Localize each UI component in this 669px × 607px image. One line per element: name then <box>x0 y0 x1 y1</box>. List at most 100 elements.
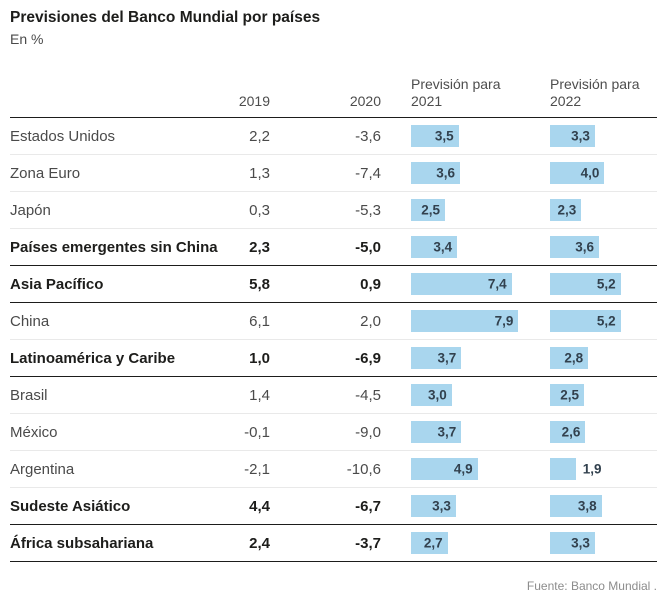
forecast-2022-bar: 4,0 <box>550 162 605 184</box>
table-row: Japón 0,3 -5,3 2,5 2,3 <box>10 192 657 229</box>
country-label: China <box>10 312 50 330</box>
table-header-row: 2019 2020 Previsión para 2021 Previsión … <box>10 71 657 118</box>
table-row: Sudeste Asiático 4,4 -6,7 3,3 3,8 <box>10 488 657 525</box>
forecast-2022-bar: 3,3 <box>550 532 595 554</box>
value-2020: 2,0 <box>360 312 381 330</box>
value-2020: -6,7 <box>355 497 381 515</box>
forecast-2021-bar: 3,3 <box>411 495 456 517</box>
forecast-2022-cell: 4,0 <box>550 155 657 191</box>
value-2019: 2,4 <box>249 534 270 552</box>
value-2019: 2,2 <box>249 127 270 145</box>
forecast-2021-cell: 3,6 <box>381 155 550 191</box>
value-2019: 0,3 <box>249 201 270 219</box>
forecast-2021-value: 3,4 <box>433 239 453 255</box>
forecast-2021-cell: 3,4 <box>381 229 550 265</box>
country-label: México <box>10 423 58 441</box>
table-row: África subsahariana 2,4 -3,7 2,7 3,3 <box>10 525 657 562</box>
forecast-2021-value: 4,9 <box>453 461 473 477</box>
value-2019: -2,1 <box>244 460 270 478</box>
value-2020: -4,5 <box>355 386 381 404</box>
forecast-2022-value: 3,6 <box>575 239 594 255</box>
forecast-2021-cell: 7,4 <box>381 266 550 302</box>
forecast-2022-cell: 1,9 <box>550 451 657 487</box>
country-label: Asia Pacífico <box>10 275 104 293</box>
page-subtitle: En % <box>10 31 44 47</box>
forecast-2022-value: 2,8 <box>564 350 584 366</box>
value-2019: 5,8 <box>249 275 270 293</box>
forecast-2021-cell: 2,7 <box>381 525 550 561</box>
forecast-2021-bar: 3,4 <box>411 236 458 258</box>
forecast-2022-cell: 3,6 <box>550 229 657 265</box>
forecast-2022-value: 2,5 <box>560 387 579 403</box>
country-label: Brasil <box>10 386 48 404</box>
forecast-table: 2019 2020 Previsión para 2021 Previsión … <box>10 71 657 562</box>
forecast-2022-bar: 3,8 <box>550 495 602 517</box>
forecast-2021-value: 3,0 <box>428 387 447 403</box>
forecast-2022-value: 2,6 <box>561 424 581 440</box>
forecast-2021-cell: 3,3 <box>381 488 550 524</box>
table-row: Países emergentes sin China 2,3 -5,0 3,4… <box>10 229 657 266</box>
country-label: Zona Euro <box>10 164 81 182</box>
forecast-2021-bar: 3,7 <box>411 421 462 443</box>
value-2020: -5,0 <box>355 238 381 256</box>
forecast-2022-value: 3,8 <box>577 498 597 514</box>
value-2020: -10,6 <box>346 460 381 478</box>
forecast-2022-cell: 2,8 <box>550 340 657 376</box>
table-row: Estados Unidos 2,2 -3,6 3,5 3,3 <box>10 118 657 155</box>
forecast-2021-value: 2,5 <box>421 202 440 218</box>
table-body: Estados Unidos 2,2 -3,6 3,5 3,3 Zona Eur… <box>10 118 657 562</box>
forecast-2022-cell: 2,3 <box>550 192 657 228</box>
forecast-2021-cell: 7,9 <box>381 303 550 339</box>
value-2020: -7,4 <box>355 164 381 182</box>
source-note: Fuente: Banco Mundial . <box>526 579 657 593</box>
forecast-2022-value: 5,2 <box>596 276 616 292</box>
forecast-2022-cell: 3,8 <box>550 488 657 524</box>
forecast-2021-cell: 3,5 <box>381 118 550 154</box>
forecast-2021-cell: 3,7 <box>381 340 550 376</box>
forecast-2021-cell: 4,9 <box>381 451 550 487</box>
forecast-2022-cell: 2,5 <box>550 377 657 413</box>
forecast-2022-bar: 1,9 <box>550 458 602 480</box>
forecast-2021-value: 3,6 <box>436 165 455 181</box>
column-header-2019: 2019 <box>238 93 270 109</box>
table-row: Latinoamérica y Caribe 1,0 -6,9 3,7 2,8 <box>10 340 657 377</box>
forecast-2022-value: 3,3 <box>571 128 590 144</box>
forecast-2021-value: 3,7 <box>437 350 457 366</box>
forecast-2021-bar: 2,7 <box>411 532 448 554</box>
value-2020: 0,9 <box>360 275 381 293</box>
forecast-2021-cell: 2,5 <box>381 192 550 228</box>
country-label: Países emergentes sin China <box>10 238 218 256</box>
country-label: África subsahariana <box>10 534 154 552</box>
forecast-2022-bar: 3,3 <box>550 125 595 147</box>
forecast-2022-value: 5,2 <box>596 313 616 329</box>
country-label: Sudeste Asiático <box>10 497 131 515</box>
forecast-2021-bar: 3,6 <box>411 162 460 184</box>
forecast-2021-bar: 4,9 <box>411 458 478 480</box>
forecast-2021-bar: 7,9 <box>411 310 519 332</box>
forecast-2021-cell: 3,0 <box>381 377 550 413</box>
country-label: Argentina <box>10 460 75 478</box>
forecast-2022-value: 3,3 <box>571 535 590 551</box>
forecast-2022-cell: 5,2 <box>550 266 657 302</box>
value-2019: 4,4 <box>249 497 270 515</box>
forecast-2022-bar: 2,6 <box>550 421 586 443</box>
value-2020: -5,3 <box>355 201 381 219</box>
table-row: Asia Pacífico 5,8 0,9 7,4 5,2 <box>10 266 657 303</box>
forecast-2022-value: 2,3 <box>557 202 577 218</box>
column-header-2020: 2020 <box>349 93 381 109</box>
page-title: Previsiones del Banco Mundial por países <box>10 9 321 26</box>
forecast-2022-cell: 3,3 <box>550 118 657 154</box>
value-2019: 1,3 <box>249 164 270 182</box>
forecast-2021-value: 3,5 <box>434 128 454 144</box>
value-2019: 1,0 <box>249 349 270 367</box>
forecast-2021-bar: 3,7 <box>411 347 462 369</box>
country-label: Japón <box>10 201 51 219</box>
forecast-2022-bar: 3,6 <box>550 236 599 258</box>
forecast-2022-cell: 2,6 <box>550 414 657 450</box>
forecast-2022-bar: 2,5 <box>550 384 584 406</box>
country-label: Estados Unidos <box>10 127 116 145</box>
value-2020: -9,0 <box>355 423 381 441</box>
table-row: México -0,1 -9,0 3,7 2,6 <box>10 414 657 451</box>
forecast-2021-value: 3,7 <box>437 424 457 440</box>
